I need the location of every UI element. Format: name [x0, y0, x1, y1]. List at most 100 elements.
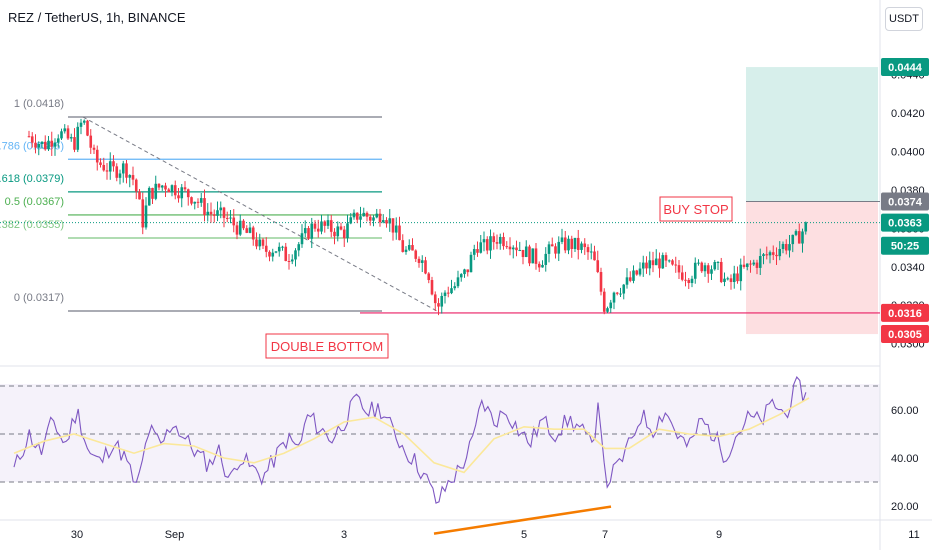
candle-body	[775, 254, 778, 257]
candle-body	[641, 262, 645, 269]
price-axis-tag	[881, 58, 929, 77]
candle-body	[573, 237, 577, 249]
candle-body	[79, 122, 83, 127]
candle-body	[801, 231, 804, 244]
candle-body	[27, 136, 31, 138]
candle-body	[349, 217, 353, 224]
candle-body	[164, 185, 167, 190]
candle-body	[479, 242, 483, 253]
candle-body	[583, 243, 587, 248]
candle-body	[602, 291, 606, 312]
double-bottom-label: DOUBLE BOTTOM	[271, 339, 383, 354]
candle-body	[443, 292, 447, 296]
candle-body	[329, 220, 333, 232]
buy-stop-box	[659, 196, 733, 222]
candle-body	[147, 187, 151, 206]
candle-body	[433, 294, 437, 304]
candle-body	[115, 166, 119, 178]
rsi-ma-line	[13, 397, 810, 474]
price-tick-label: 0.0400	[891, 147, 925, 159]
candle-body	[599, 272, 603, 292]
time-tick-label: 3	[341, 529, 347, 541]
time-tick-label: 5	[521, 529, 527, 541]
candle-body	[271, 252, 275, 257]
candle-body	[531, 248, 535, 264]
candle-body	[238, 220, 242, 235]
candle-body	[674, 264, 678, 266]
candle-body	[342, 229, 346, 239]
candle-body	[628, 277, 632, 281]
candle-body	[362, 212, 366, 217]
time-tick-label: 9	[716, 529, 722, 541]
candle-body	[466, 269, 470, 273]
candle-body	[596, 260, 600, 273]
candle-body	[258, 239, 262, 247]
candle-body	[459, 274, 463, 278]
candle-body	[206, 211, 210, 215]
candle-body	[677, 265, 681, 273]
candle-body	[294, 250, 297, 260]
candle-body	[60, 131, 63, 139]
candle-body	[469, 254, 473, 273]
candle-body	[424, 260, 427, 274]
candle-body	[482, 239, 486, 243]
candle-body	[752, 262, 756, 265]
candle-body	[385, 220, 388, 224]
candle-body	[261, 239, 265, 246]
candle-body	[638, 268, 642, 275]
price-axis-tag	[881, 303, 929, 322]
candle-body	[73, 137, 76, 150]
candle-body	[485, 239, 489, 251]
candle-body	[229, 217, 232, 219]
candle-body	[794, 231, 798, 235]
candle-body	[524, 246, 528, 258]
candle-body	[186, 189, 190, 198]
candle-body	[476, 249, 479, 253]
candle-body	[50, 140, 54, 147]
candle-body	[66, 128, 70, 139]
candle-body	[729, 278, 733, 283]
candle-body	[762, 254, 765, 257]
candle-body	[76, 126, 80, 150]
candle-body	[632, 270, 635, 281]
candle-body	[771, 252, 775, 255]
candle-body	[268, 251, 271, 257]
currency-button[interactable]: USDT	[885, 7, 923, 31]
candle-body	[290, 259, 294, 262]
rsi-tick-label: 40.00	[891, 453, 919, 465]
divergence-line	[433, 505, 612, 535]
candle-body	[690, 278, 694, 284]
price-tick-label: 0.0340	[891, 262, 925, 274]
candle-body	[235, 225, 239, 235]
candle-body	[498, 236, 502, 244]
candle-body	[245, 228, 249, 233]
candle-body	[232, 217, 236, 226]
candle-body	[89, 135, 93, 148]
candle-body	[359, 216, 362, 220]
candle-body	[203, 198, 206, 215]
double-bottom-box	[265, 333, 389, 359]
candle-body	[547, 244, 551, 254]
candle-body	[43, 141, 47, 150]
candle-body	[758, 256, 762, 268]
candle-body	[170, 185, 174, 193]
candle-body	[281, 246, 284, 248]
candle-body	[417, 258, 421, 263]
price-axis-tag	[881, 192, 929, 211]
candle-body	[193, 201, 197, 204]
candle-body	[736, 273, 739, 282]
candle-body	[537, 263, 541, 268]
candle-body	[567, 238, 570, 251]
candle-body	[430, 280, 434, 295]
rsi-tick-label: 60.00	[891, 405, 919, 417]
candle-body	[609, 302, 613, 309]
fib-level-label: 1 (0.0418)	[14, 98, 64, 110]
candle-body	[99, 162, 102, 165]
candle-body	[654, 258, 658, 266]
price-axis-tag	[881, 236, 929, 255]
candle-body	[619, 293, 622, 295]
candle-body	[664, 255, 668, 261]
candle-body	[508, 246, 512, 250]
price-axis-tag-label: 0.0444	[888, 62, 923, 74]
